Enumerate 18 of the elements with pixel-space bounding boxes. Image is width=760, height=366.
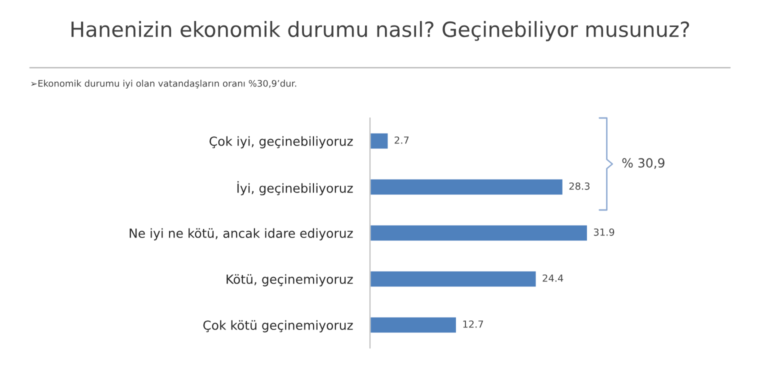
bar xyxy=(370,224,588,242)
data-label: 24.4 xyxy=(542,274,564,282)
text: % 30,9 xyxy=(622,158,664,169)
y-tick-label: Ne iyi ne kötü, ancak idare ediyoruz xyxy=(130,228,353,240)
y-tick-label: Çok iyi, geçinebiliyoruz xyxy=(210,136,353,148)
y-tick-label: Kötü, geçinemiyoruz xyxy=(226,274,353,286)
data-label: 12.7 xyxy=(463,320,484,328)
text: ➢Ekonomik durumu iyi olan vatandaşların oranı %30,9’dur. xyxy=(31,80,296,89)
data-label: 2.7 xyxy=(394,136,409,144)
y-tick-label: Çok kötü geçinemiyoruz xyxy=(203,320,353,332)
bar xyxy=(370,270,538,288)
bar xyxy=(370,178,564,196)
bar xyxy=(370,132,390,150)
y-tick-label: İyi, geçinebiliyoruz xyxy=(237,181,353,196)
chart-title: Hanenizin ekonomik durumu nasıl? Geçinebiliyor musunuz? xyxy=(72,21,690,42)
data-label: 31.9 xyxy=(594,228,614,236)
data-label: 28.3 xyxy=(569,182,590,190)
bar xyxy=(370,316,458,334)
